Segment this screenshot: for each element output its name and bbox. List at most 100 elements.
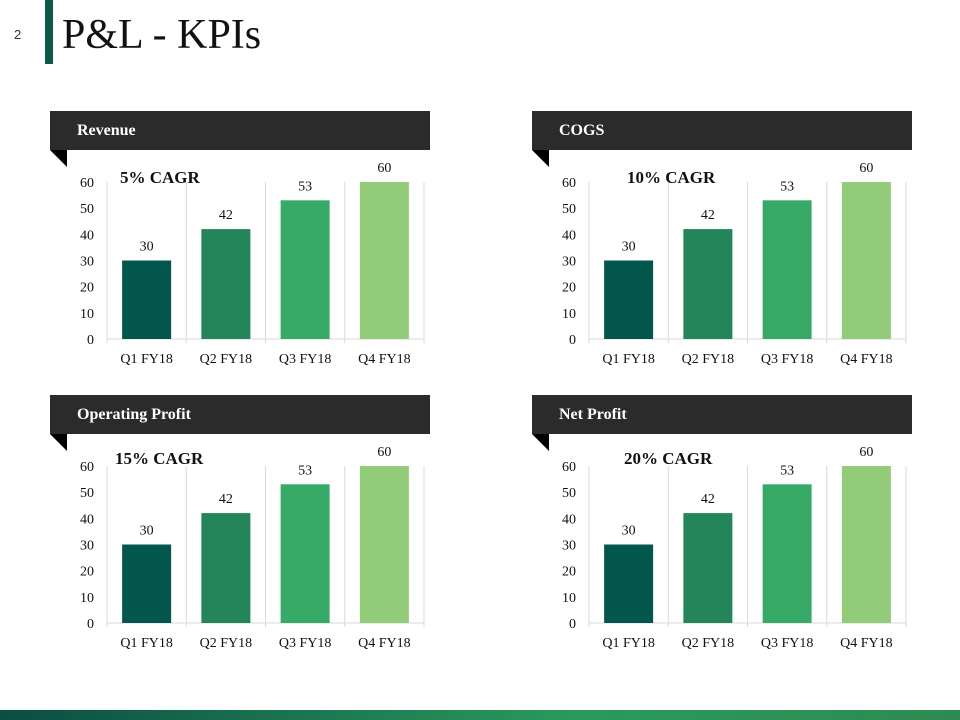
panel-fold-decoration — [532, 434, 549, 451]
y-tick-label: 60 — [80, 176, 94, 191]
data-label: 42 — [701, 492, 715, 507]
y-tick-label: 40 — [562, 512, 576, 527]
x-tick-label: Q4 FY18 — [358, 352, 411, 367]
x-tick-label: Q3 FY18 — [761, 636, 814, 651]
y-tick-label: 40 — [562, 228, 576, 243]
bar — [359, 182, 409, 339]
panel-title: Operating Profit — [50, 395, 430, 434]
kpi-panel-net-profit: Net Profit 0 10 20 30 40 50 60 30 Q1 FY18 42 Q2 FY… — [532, 395, 912, 670]
data-label: 60 — [377, 445, 391, 460]
bar — [280, 200, 330, 339]
data-label: 53 — [298, 463, 312, 478]
data-label: 42 — [219, 208, 233, 223]
y-tick-label: 20 — [562, 281, 576, 296]
bar — [604, 260, 654, 339]
bar — [841, 466, 891, 623]
page-title: P&L - KPIs — [62, 12, 262, 58]
bar — [122, 544, 172, 623]
y-tick-label: 50 — [562, 202, 576, 217]
x-tick-label: Q3 FY18 — [279, 352, 332, 367]
bar — [683, 229, 733, 339]
bar-chart-cogs: 0 10 20 30 40 50 60 30 Q1 FY18 42 Q2 FY18 53 Q3 FY18… — [562, 161, 907, 367]
data-label: 30 — [140, 240, 154, 255]
x-tick-label: Q2 FY18 — [682, 352, 735, 367]
y-tick-label: 60 — [562, 176, 576, 191]
data-label: 42 — [219, 492, 233, 507]
x-tick-label: Q4 FY18 — [840, 636, 893, 651]
panel-fold-decoration — [50, 434, 67, 451]
data-label: 60 — [859, 161, 873, 176]
y-tick-label: 40 — [80, 512, 94, 527]
cagr-label: 20% CAGR — [624, 449, 713, 468]
data-label: 53 — [298, 179, 312, 194]
x-tick-label: Q3 FY18 — [279, 636, 332, 651]
cagr-label: 15% CAGR — [115, 449, 204, 468]
x-tick-label: Q4 FY18 — [358, 636, 411, 651]
page-number: 2 — [14, 27, 22, 42]
y-tick-label: 30 — [80, 255, 94, 270]
y-tick-label: 0 — [569, 617, 576, 632]
x-tick-label: Q2 FY18 — [682, 636, 735, 651]
y-tick-label: 10 — [562, 591, 576, 606]
title-accent-bar — [45, 0, 53, 64]
x-tick-label: Q1 FY18 — [602, 636, 655, 651]
kpi-panel-revenue: Revenue 0 10 20 30 40 50 60 30 Q1 FY18 42 Q2 FY18 5… — [50, 111, 430, 386]
y-tick-label: 10 — [80, 591, 94, 606]
bar-chart-revenue: 0 10 20 30 40 50 60 30 Q1 FY18 42 Q2 FY18 53 Q3 FY18… — [80, 161, 425, 367]
bar — [604, 544, 654, 623]
bar — [201, 513, 251, 623]
y-tick-label: 40 — [80, 228, 94, 243]
y-tick-label: 20 — [562, 565, 576, 580]
data-label: 30 — [140, 524, 154, 539]
y-tick-label: 20 — [80, 565, 94, 580]
bar — [201, 229, 251, 339]
bar — [762, 200, 812, 339]
x-tick-label: Q2 FY18 — [200, 352, 253, 367]
panel-fold-decoration — [50, 150, 67, 167]
y-tick-label: 30 — [80, 539, 94, 554]
data-label: 60 — [859, 445, 873, 460]
panel-title: Revenue — [50, 111, 430, 150]
panel-title: Net Profit — [532, 395, 912, 434]
y-tick-label: 50 — [562, 486, 576, 501]
bar-chart-operating-profit: 0 10 20 30 40 50 60 30 Q1 FY18 42 Q2 FY18 53 Q3 FY18… — [80, 445, 425, 651]
cagr-label: 5% CAGR — [120, 168, 200, 187]
cagr-label: 10% CAGR — [627, 168, 716, 187]
y-tick-label: 30 — [562, 255, 576, 270]
y-tick-label: 10 — [562, 307, 576, 322]
panel-title: COGS — [532, 111, 912, 150]
y-tick-label: 50 — [80, 202, 94, 217]
bar — [762, 484, 812, 623]
y-tick-label: 60 — [80, 460, 94, 475]
data-label: 60 — [377, 161, 391, 176]
y-tick-label: 50 — [80, 486, 94, 501]
y-tick-label: 30 — [562, 539, 576, 554]
data-label: 30 — [622, 524, 636, 539]
panel-fold-decoration — [532, 150, 549, 167]
y-tick-label: 20 — [80, 281, 94, 296]
y-tick-label: 0 — [87, 617, 94, 632]
data-label: 53 — [780, 179, 794, 194]
data-label: 53 — [780, 463, 794, 478]
bar — [122, 260, 172, 339]
bar — [683, 513, 733, 623]
x-tick-label: Q2 FY18 — [200, 636, 253, 651]
data-label: 42 — [701, 208, 715, 223]
x-tick-label: Q4 FY18 — [840, 352, 893, 367]
bar-chart-net-profit: 0 10 20 30 40 50 60 30 Q1 FY18 42 Q2 FY18 53 Q3 FY18… — [562, 445, 907, 651]
bar — [841, 182, 891, 339]
data-label: 30 — [622, 240, 636, 255]
x-tick-label: Q1 FY18 — [120, 636, 173, 651]
x-tick-label: Q1 FY18 — [602, 352, 655, 367]
y-tick-label: 10 — [80, 307, 94, 322]
y-tick-label: 60 — [562, 460, 576, 475]
kpi-panel-cogs: COGS 0 10 20 30 40 50 60 30 Q1 FY18 42 Q2 FY18 53 Q3… — [532, 111, 912, 386]
kpi-panel-operating-profit: Operating Profit 0 10 20 30 40 50 60 30 Q1 FY18 4… — [50, 395, 430, 670]
x-tick-label: Q1 FY18 — [120, 352, 173, 367]
x-tick-label: Q3 FY18 — [761, 352, 814, 367]
bar — [280, 484, 330, 623]
y-tick-label: 0 — [569, 333, 576, 348]
footer-bar — [0, 710, 960, 720]
y-tick-label: 0 — [87, 333, 94, 348]
bar — [359, 466, 409, 623]
